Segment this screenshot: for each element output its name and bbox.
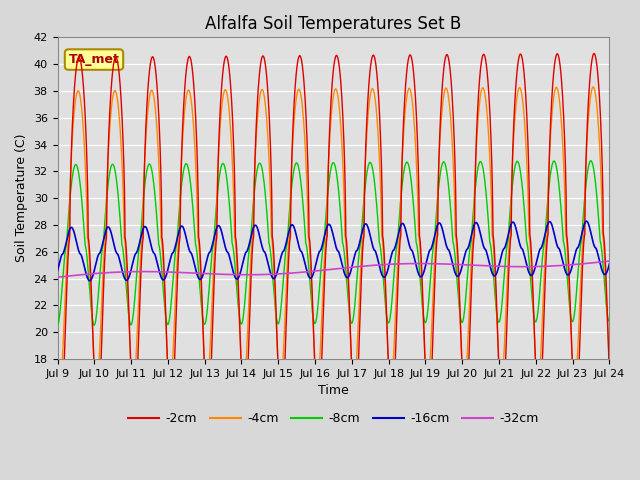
Y-axis label: Soil Temperature (C): Soil Temperature (C) [15,134,28,263]
Text: TA_met: TA_met [68,53,120,66]
Title: Alfalfa Soil Temperatures Set B: Alfalfa Soil Temperatures Set B [205,15,461,33]
X-axis label: Time: Time [318,384,349,397]
Legend: -2cm, -4cm, -8cm, -16cm, -32cm: -2cm, -4cm, -8cm, -16cm, -32cm [123,407,544,430]
